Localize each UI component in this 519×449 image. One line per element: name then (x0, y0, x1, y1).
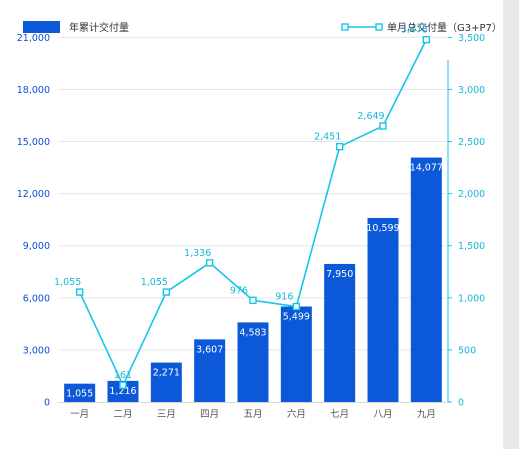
bar (150, 362, 182, 402)
line-value-label: 1,055 (54, 277, 81, 288)
right-tick-label: 2,500 (458, 137, 485, 148)
line-point (162, 288, 171, 296)
bar (194, 339, 226, 402)
x-tick-label: 二月 (113, 409, 132, 420)
bar-value-label: 5,499 (283, 312, 310, 323)
line-value-label: 1,055 (141, 277, 168, 288)
bar (367, 217, 399, 402)
left-tick-label: 0 (44, 398, 50, 409)
chart-panel: 年累计交付量 单月总交付量（G3+P7） 0 3,000 6,000 9,000 12,… (0, 0, 503, 449)
bar (324, 263, 356, 402)
bar-value-labels: 1,055 1,216 2,271 3,607 4,583 5,499 7,950 10,59… (66, 163, 443, 400)
x-tick-label: 九月 (417, 408, 436, 420)
line-point (422, 35, 431, 44)
left-tick-label: 15,000 (17, 137, 50, 148)
left-axis: 0 3,000 6,000 9,000 12,000 15,000 18,000 21,000 (17, 33, 50, 409)
legend-line-marker (341, 23, 349, 31)
line-point (292, 302, 301, 311)
bar-value-label: 4,583 (239, 327, 266, 338)
line-point (119, 381, 127, 389)
bar-series (64, 157, 442, 402)
bar-value-label: 14,077 (410, 163, 443, 174)
line-value-label: 976 (230, 285, 248, 296)
legend-line-label: 单月总交付量（G3+P7） (387, 21, 502, 34)
line-value-label: 916 (275, 292, 293, 303)
x-tick-label: 八月 (373, 409, 392, 420)
right-axis: 0 500 1,000 1,500 2,000 2,500 3,000 3,500 (448, 33, 485, 409)
line-value-labels: 1,055 161 1,055 1,336 976 916 2,451 2,649 3,478 (54, 25, 428, 382)
left-tick-label: 9,000 (23, 241, 50, 252)
left-tick-label: 6,000 (23, 293, 50, 304)
legend-bar-label: 年累计交付量 (69, 21, 129, 34)
line-value-label: 1,336 (184, 248, 211, 259)
right-tick-label: 0 (458, 398, 464, 409)
bar (237, 322, 269, 402)
x-tick-label: 四月 (200, 409, 219, 420)
bar-value-label: 2,271 (153, 368, 180, 379)
x-axis: 一月 二月 三月 四月 五月 六月 七月 八月 九月 (70, 408, 436, 420)
bar (410, 157, 442, 402)
line-point (75, 288, 84, 296)
left-tick-label: 12,000 (17, 189, 50, 200)
line-point (205, 259, 214, 267)
combo-chart: 年累计交付量 单月总交付量（G3+P7） 0 3,000 6,000 9,000 12,… (17, 21, 502, 420)
right-tick-label: 3,500 (458, 33, 485, 44)
left-tick-label: 3,000 (23, 345, 50, 356)
line-point (249, 296, 257, 305)
bar-value-label: 7,950 (326, 269, 353, 280)
right-tick-label: 1,000 (458, 293, 485, 304)
line-series (75, 35, 431, 389)
legend-line-marker (375, 23, 383, 31)
line-value-label: 2,649 (357, 111, 384, 122)
left-tick-label: 18,000 (17, 85, 50, 96)
right-tick-label: 500 (458, 345, 476, 356)
bar (280, 306, 312, 402)
right-tick-label: 3,000 (458, 85, 485, 96)
x-tick-label: 三月 (157, 409, 176, 420)
line-point (379, 122, 387, 130)
x-tick-label: 五月 (243, 409, 262, 420)
bar-value-label: 1,055 (66, 389, 93, 400)
line-value-label: 3,478 (401, 25, 428, 36)
line-value-label: 161 (114, 370, 132, 381)
legend-bar-swatch (23, 21, 60, 33)
bar-value-label: 1,216 (109, 386, 136, 397)
x-tick-label: 六月 (287, 408, 306, 420)
bar-value-label: 10,599 (366, 223, 399, 234)
x-tick-label: 七月 (330, 409, 349, 420)
bar (64, 383, 96, 402)
left-tick-label: 21,000 (17, 33, 50, 44)
right-tick-label: 2,000 (458, 189, 485, 200)
bar-value-label: 3,607 (196, 344, 223, 355)
line-point (335, 142, 344, 151)
legend: 年累计交付量 单月总交付量（G3+P7） (23, 21, 502, 34)
right-tick-label: 1,500 (458, 241, 485, 252)
x-tick-label: 一月 (70, 409, 89, 420)
bar (107, 380, 139, 402)
line-value-label: 2,451 (314, 132, 341, 143)
